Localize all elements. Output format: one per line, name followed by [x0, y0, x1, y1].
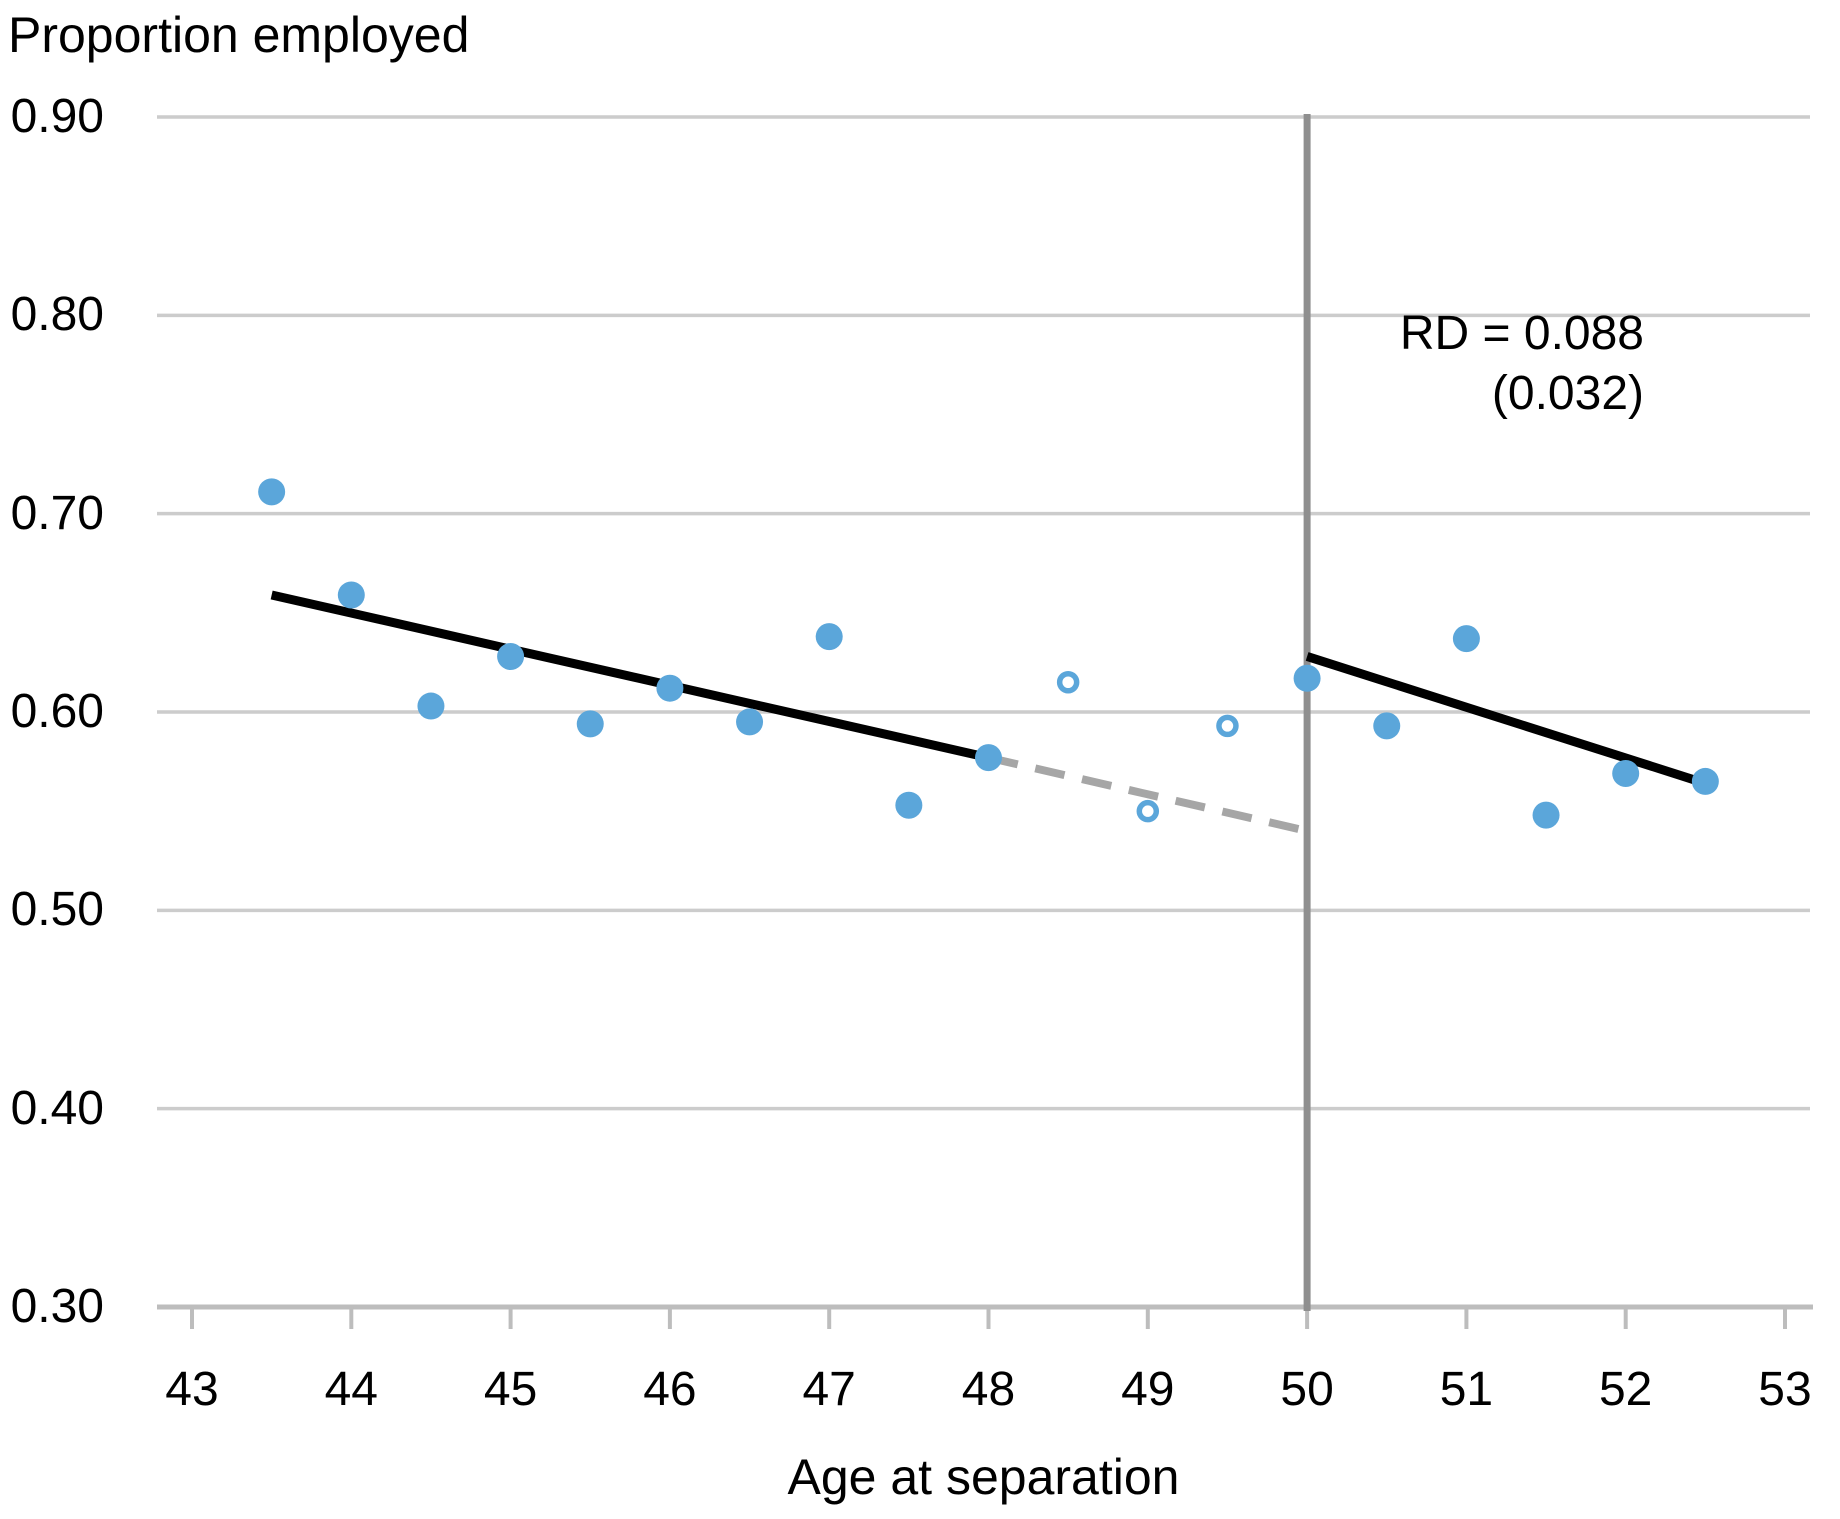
y-tick-label: 0.50: [10, 883, 104, 937]
x-axis: [157, 1304, 1813, 1329]
data-point: [417, 692, 445, 720]
y-axis-title: Proportion employed: [8, 7, 470, 63]
x-tick-label: 43: [165, 1363, 219, 1416]
y-tick-label: 0.80: [10, 288, 104, 342]
x-tick-label: 46: [643, 1363, 697, 1416]
data-point: [815, 623, 843, 651]
extrapolation-line: [987, 753, 1308, 835]
y-tick-label: 0.90: [10, 90, 104, 143]
data-point-open: [1056, 671, 1080, 694]
x-tick-label: 45: [483, 1363, 538, 1416]
x-tick-label: 49: [1121, 1363, 1175, 1416]
rd-annotation-line1: RD = 0.088: [1399, 307, 1644, 360]
data-point: [337, 581, 365, 609]
data-point: [1373, 712, 1401, 740]
data-point-open: [1136, 799, 1160, 823]
gridlines: [157, 115, 1810, 1111]
trend-line-left: [270, 590, 990, 763]
data-point: [1691, 767, 1719, 795]
y-tick-label: 0.30: [10, 1280, 104, 1333]
data-point: [1293, 664, 1321, 692]
x-tick-label: 50: [1280, 1363, 1334, 1416]
data-point: [895, 791, 923, 819]
x-tick-label: 48: [961, 1363, 1016, 1416]
data-point-open: [1216, 714, 1239, 738]
data-point: [258, 478, 286, 506]
data-point: [1452, 625, 1480, 653]
data-points: [258, 478, 1719, 829]
data-point: [975, 744, 1002, 772]
x-tick-label: 53: [1758, 1363, 1812, 1416]
trend-line-right: [1305, 652, 1707, 788]
x-tick-label: 52: [1598, 1363, 1653, 1416]
x-axis-title: Age at separation: [787, 1449, 1180, 1505]
y-tick-label: 0.70: [10, 486, 104, 540]
y-tick-label: 0.60: [10, 685, 104, 738]
data-point: [1612, 759, 1640, 787]
rd-annotation-line2: (0.032): [1491, 367, 1644, 420]
data-point: [1532, 801, 1560, 829]
data-point: [497, 642, 525, 670]
x-tick-label: 44: [324, 1363, 378, 1416]
data-point: [576, 710, 604, 738]
data-point: [736, 708, 764, 736]
x-tick-label: 47: [802, 1363, 856, 1416]
data-point: [656, 674, 684, 702]
rd-annotation: RD = 0.088 (0.032): [1400, 304, 1644, 424]
x-tick-label: 51: [1439, 1363, 1494, 1416]
y-tick-label: 0.40: [10, 1081, 104, 1135]
